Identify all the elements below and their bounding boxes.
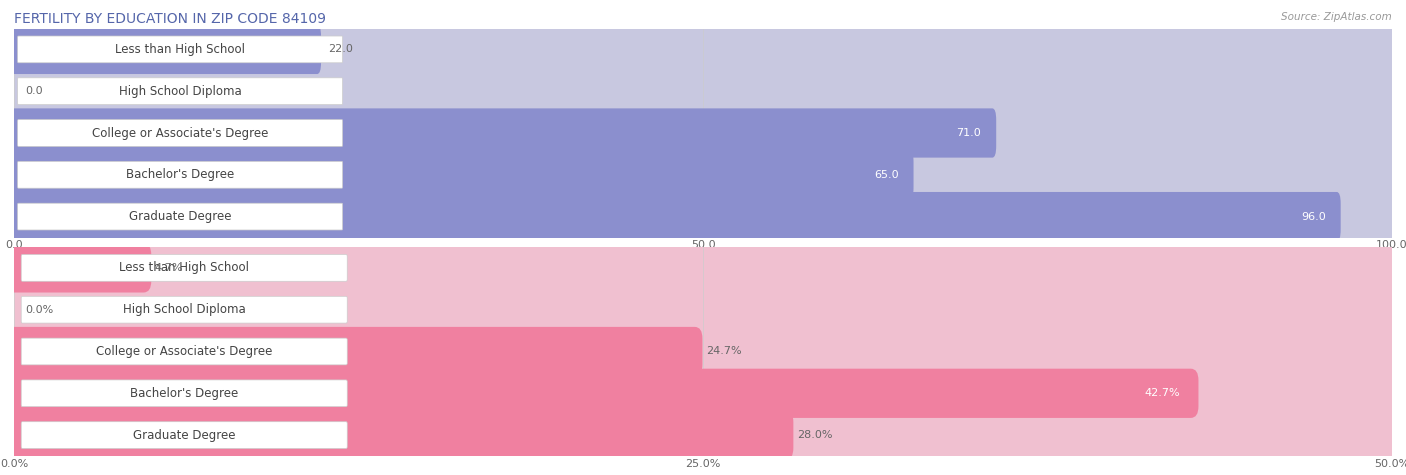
Text: Bachelor's Degree: Bachelor's Degree <box>127 168 235 181</box>
FancyBboxPatch shape <box>21 422 347 448</box>
FancyBboxPatch shape <box>10 25 1396 74</box>
Text: Less than High School: Less than High School <box>115 43 245 56</box>
FancyBboxPatch shape <box>7 369 1198 418</box>
FancyBboxPatch shape <box>14 248 1392 288</box>
Text: High School Diploma: High School Diploma <box>122 303 246 316</box>
FancyBboxPatch shape <box>18 36 343 63</box>
Text: 0.0%: 0.0% <box>25 304 53 315</box>
FancyBboxPatch shape <box>14 332 1392 371</box>
Text: Less than High School: Less than High School <box>120 261 249 275</box>
Text: 24.7%: 24.7% <box>706 346 741 357</box>
Text: 22.0: 22.0 <box>328 44 353 55</box>
Text: 0.0: 0.0 <box>25 86 42 96</box>
Text: High School Diploma: High School Diploma <box>118 85 242 98</box>
FancyBboxPatch shape <box>14 197 1392 237</box>
Text: College or Associate's Degree: College or Associate's Degree <box>91 126 269 140</box>
FancyBboxPatch shape <box>7 327 703 376</box>
FancyBboxPatch shape <box>18 162 343 188</box>
Text: Bachelor's Degree: Bachelor's Degree <box>131 387 239 400</box>
FancyBboxPatch shape <box>10 150 914 200</box>
FancyBboxPatch shape <box>18 78 343 104</box>
FancyBboxPatch shape <box>14 373 1392 413</box>
FancyBboxPatch shape <box>10 25 321 74</box>
FancyBboxPatch shape <box>14 29 1392 69</box>
Text: 71.0: 71.0 <box>956 128 981 138</box>
FancyBboxPatch shape <box>21 338 347 365</box>
Text: 28.0%: 28.0% <box>797 430 832 440</box>
FancyBboxPatch shape <box>18 120 343 146</box>
FancyBboxPatch shape <box>7 410 1399 460</box>
FancyBboxPatch shape <box>21 255 347 281</box>
Text: 4.7%: 4.7% <box>155 263 183 273</box>
Text: Graduate Degree: Graduate Degree <box>129 210 232 223</box>
Text: College or Associate's Degree: College or Associate's Degree <box>96 345 273 358</box>
FancyBboxPatch shape <box>21 296 347 323</box>
Text: FERTILITY BY EDUCATION IN ZIP CODE 84109: FERTILITY BY EDUCATION IN ZIP CODE 84109 <box>14 12 326 26</box>
FancyBboxPatch shape <box>10 192 1396 241</box>
FancyBboxPatch shape <box>14 155 1392 195</box>
FancyBboxPatch shape <box>14 415 1392 455</box>
Text: Graduate Degree: Graduate Degree <box>134 428 235 442</box>
FancyBboxPatch shape <box>10 192 1341 241</box>
FancyBboxPatch shape <box>14 113 1392 153</box>
FancyBboxPatch shape <box>7 410 793 460</box>
FancyBboxPatch shape <box>10 108 1396 158</box>
Text: 96.0: 96.0 <box>1301 211 1326 222</box>
FancyBboxPatch shape <box>7 243 152 293</box>
FancyBboxPatch shape <box>10 150 1396 200</box>
Text: 42.7%: 42.7% <box>1144 388 1180 399</box>
FancyBboxPatch shape <box>7 285 1399 334</box>
FancyBboxPatch shape <box>18 203 343 230</box>
FancyBboxPatch shape <box>21 380 347 407</box>
FancyBboxPatch shape <box>10 108 997 158</box>
FancyBboxPatch shape <box>14 71 1392 111</box>
Text: 65.0: 65.0 <box>875 170 898 180</box>
FancyBboxPatch shape <box>7 243 1399 293</box>
FancyBboxPatch shape <box>7 327 1399 376</box>
FancyBboxPatch shape <box>7 369 1399 418</box>
FancyBboxPatch shape <box>10 66 1396 116</box>
Text: Source: ZipAtlas.com: Source: ZipAtlas.com <box>1281 12 1392 22</box>
FancyBboxPatch shape <box>14 290 1392 330</box>
